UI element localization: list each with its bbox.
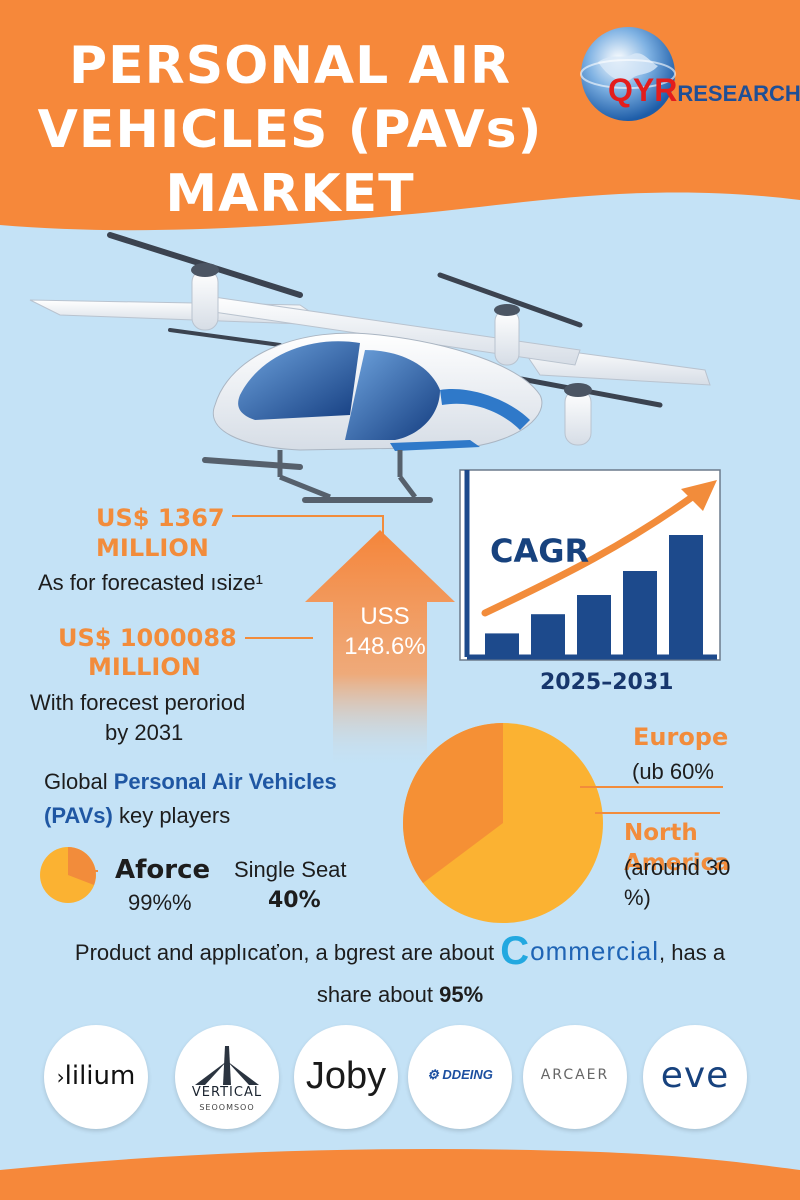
players-highlight-1: Personal Air Vehicles [113,769,337,794]
connector-line-2 [245,637,313,639]
logo-eve: eve [643,1025,747,1129]
market-size-value: US$ 1367 [96,504,225,532]
qyr-logo: QYRRESEARCH [578,22,800,132]
vertical-text-1: VERTICAL [191,1085,263,1100]
cagr-bar-4 [623,571,657,655]
product-post: , has a [659,940,726,965]
aforce-pie [40,847,98,903]
aforce-name: Aforce [115,855,211,885]
product-pre: Product and applıcaťon, a bgrest are abo… [74,940,501,965]
forecast-desc-1: With forecest peroriod [30,690,246,715]
vertical-text-2: SEOOMSOO [199,1103,255,1112]
aforce-share: 99%% [128,890,192,915]
air-vehicle-illustration [29,232,711,503]
na-connector [595,812,720,814]
cagr-chart [459,469,721,661]
chevron-right-icon: › [56,1065,65,1089]
eve-text: eve [660,1055,730,1096]
europe-connector [580,786,723,788]
na-name: North America [624,820,730,876]
lilium-text: lilium [64,1061,136,1091]
market-size-unit: MILLION [96,534,209,562]
players-highlight-2: (PAVs) [44,803,113,828]
title-line-2: VEHICLES (PAVs) [37,100,543,160]
footer-band [0,1149,800,1200]
product-application-text: Product and applıcaťon, a bgrest are abo… [0,930,800,1016]
europe-name: Europe [633,723,729,751]
boeing-swirl-icon: ⚙ [427,1067,439,1082]
arrow-label-2: 148.6% [344,633,426,660]
logo-text: QYRRESEARCH [608,72,800,109]
players-pre: Global [44,769,114,794]
players-post: key players [112,803,231,828]
logo-research: RESEARCH [677,81,800,106]
growth-arrow [305,530,455,770]
archer-text: ARCAER [540,1067,610,1083]
joby-text: Joby [305,1055,387,1097]
key-players-text: Global Personal Air Vehicles (PAVs) key … [44,765,384,833]
forecast-unit: MILLION [88,653,201,681]
product-line2-pre: share about [316,982,440,1007]
pie-slice-north-america [403,723,503,883]
commercial-word: Commercial [500,930,660,972]
vertical-wing-icon [195,1046,259,1085]
logo-lilium: ›lilium [44,1025,148,1129]
cagr-period: 2025–2031 [540,670,674,695]
commercial-rest: ommercial [530,936,660,966]
seat-share: 40% [268,888,321,913]
seat-label: Single Seat [234,857,347,882]
market-size-desc: As for forecasted ısize¹ [38,570,263,595]
logo-archer: ARCAER [523,1025,627,1129]
logo-vertical: VERTICAL SEOOMSOO [175,1025,279,1129]
title-line-3: MARKET [165,164,415,224]
title-line-1: PERSONAL AIR [69,36,511,96]
forecast-desc-2: by 2031 [105,720,184,745]
na-share-1: (around 30 [624,855,731,880]
region-pie [403,723,603,923]
cagr-bar-2 [531,614,565,655]
commercial-big-c: C [500,929,531,973]
logo-joby: Joby [294,1025,398,1129]
globe-icon [580,27,676,121]
cagr-bar-5 [669,535,703,655]
forecast-value: US$ 1000088 [58,624,237,652]
boeing-text: DDEING [442,1067,493,1082]
cagr-bar-3 [577,595,611,655]
na-share-2: %) [624,885,651,910]
connector-line-1 [232,515,384,517]
product-line2-value: 95% [439,982,484,1007]
europe-share: (ub 60% [632,759,714,784]
arrow-label-1: USS [360,603,410,630]
logo-boeing: ⚙ DDEING [408,1025,512,1129]
cagr-title: CAGR [490,532,590,570]
logo-qyr: QYR [608,72,678,108]
cagr-bar-1 [485,633,519,655]
connector-line-1b [382,515,384,543]
